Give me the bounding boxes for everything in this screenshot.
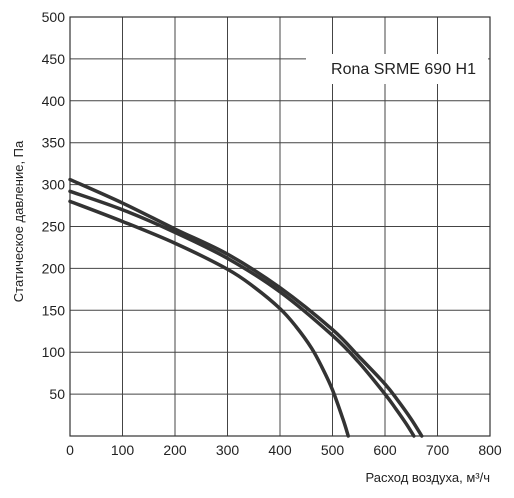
- x-tick-label: 600: [373, 442, 397, 458]
- x-axis-label: Расход воздуха, м³/ч: [365, 470, 490, 485]
- y-tick-label: 100: [42, 344, 66, 360]
- x-tick-labels: 0 100 200 300 400 500 600 700 800: [66, 442, 502, 458]
- y-tick-label: 500: [42, 9, 66, 25]
- series-line-2: [70, 191, 414, 436]
- x-tick-label: 200: [163, 442, 187, 458]
- x-tick-label: 700: [426, 442, 450, 458]
- x-tick-label: 300: [216, 442, 240, 458]
- y-tick-label: 400: [42, 93, 66, 109]
- y-tick-label: 450: [42, 51, 66, 67]
- legend-label: Rona SRME 690 H1: [331, 61, 476, 78]
- x-tick-label: 800: [478, 442, 502, 458]
- y-tick-label: 300: [42, 177, 66, 193]
- x-tick-label: 0: [66, 442, 74, 458]
- y-tick-label: 200: [42, 260, 66, 276]
- legend: Rona SRME 690 H1: [306, 54, 488, 84]
- x-tick-label: 400: [268, 442, 292, 458]
- x-tick-label: 500: [321, 442, 345, 458]
- series-line-1: [70, 201, 348, 436]
- y-tick-label: 150: [42, 302, 66, 318]
- y-tick-labels: 50 100 150 200 250 300 350 400 450 500: [42, 9, 66, 402]
- x-tick-label: 100: [111, 442, 135, 458]
- y-axis-label: Статическое давление, Па: [11, 140, 26, 302]
- y-tick-label: 250: [42, 219, 66, 235]
- y-tick-label: 50: [49, 386, 65, 402]
- y-tick-label: 350: [42, 135, 66, 151]
